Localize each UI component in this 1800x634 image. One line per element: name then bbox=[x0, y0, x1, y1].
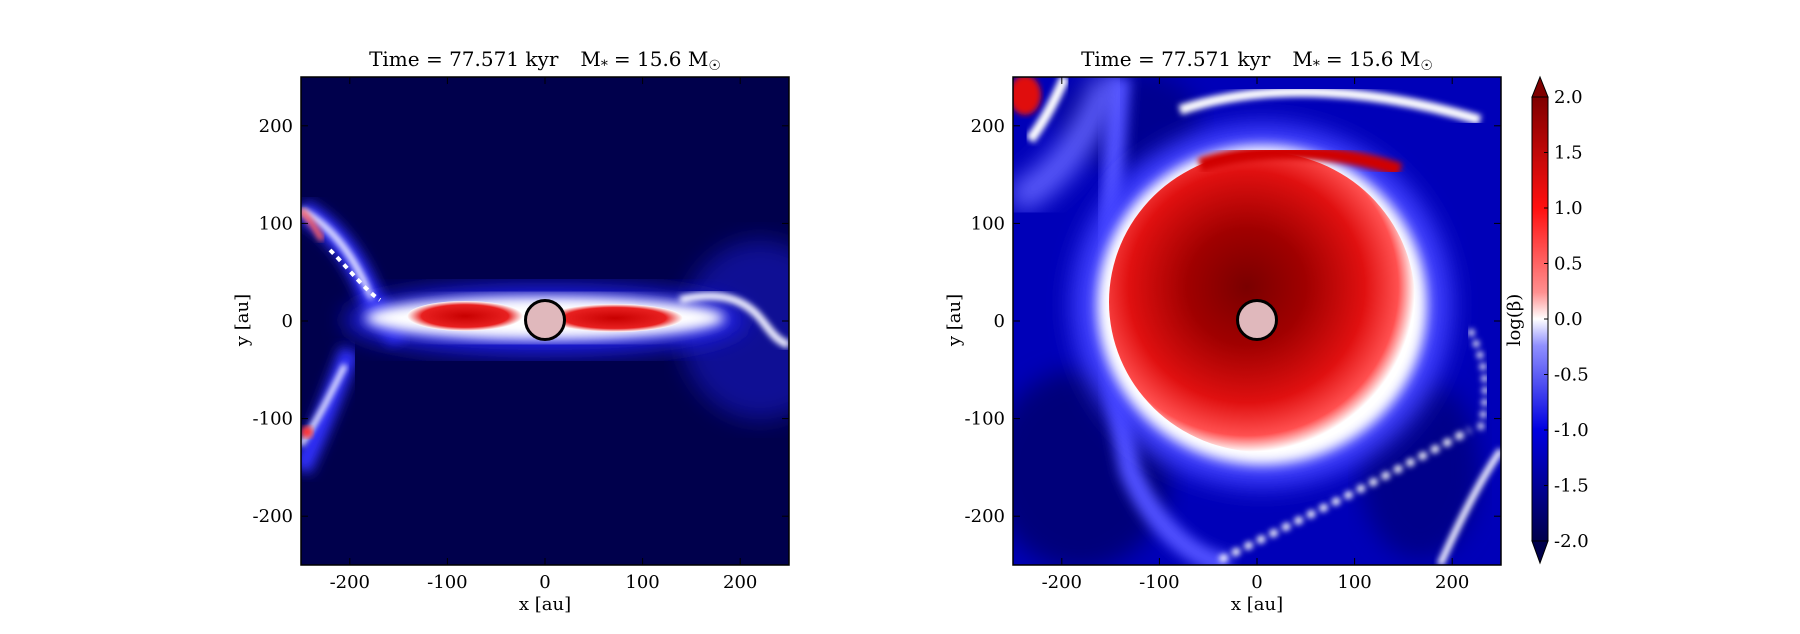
colorbar-tick-label: -1.5 bbox=[1554, 476, 1589, 497]
y-tick-label: 200 bbox=[971, 116, 1005, 137]
colorbar-tick-label: 2.0 bbox=[1554, 87, 1583, 108]
title-mass: M bbox=[580, 47, 600, 71]
title-mass-unit: ☉ bbox=[708, 58, 721, 74]
colorbar-extend-high bbox=[1531, 75, 1549, 98]
x-tick-label: 100 bbox=[625, 572, 659, 593]
sink-particle-marker bbox=[1236, 299, 1278, 341]
y-tick-label: 0 bbox=[282, 311, 293, 332]
title-mass-sub: * bbox=[1313, 58, 1320, 74]
x-tick-label: 0 bbox=[1251, 572, 1262, 593]
y-tick-label: -100 bbox=[965, 409, 1005, 430]
colorbar-tick-label: -2.0 bbox=[1554, 531, 1589, 552]
colorbar-tick-label: 0.0 bbox=[1554, 309, 1583, 330]
x-tick-label: -200 bbox=[1042, 572, 1082, 593]
sink-particle-marker bbox=[524, 299, 566, 341]
y-tick-label: 200 bbox=[259, 116, 293, 137]
panel-title: Time = 77.571 kyr M* = 15.6 M☉ bbox=[369, 47, 721, 74]
colorbar-tick-label: -0.5 bbox=[1554, 365, 1589, 386]
x-axis-label: x [au] bbox=[519, 594, 571, 615]
colorbar-tick-label: 0.5 bbox=[1554, 254, 1583, 275]
title-mass-value: = 15.6 M bbox=[614, 47, 708, 71]
y-tick-label: -200 bbox=[965, 506, 1005, 527]
panel-edge-on: Time = 77.571 kyr M* = 15.6 M☉ bbox=[232, 47, 790, 615]
y-tick-label: 100 bbox=[259, 213, 293, 234]
y-axis-label: y [au] bbox=[232, 294, 253, 347]
colorbar-tick-label: 1.0 bbox=[1554, 198, 1583, 219]
title-mass-sub: * bbox=[601, 58, 608, 74]
x-tick-label: 200 bbox=[723, 572, 757, 593]
y-tick-label: 100 bbox=[971, 213, 1005, 234]
colorbar: 2.0 1.5 1.0 0.5 0.0 -0.5 -1.0 -1.5 -2.0 log(β) bbox=[1504, 75, 1589, 565]
panel-face-on: Time = 77.571 kyr M* = 15.6 M☉ bbox=[944, 47, 1502, 615]
axis-ticks: -200 -100 0 100 200 -200 -100 0 100 200 bbox=[253, 77, 789, 593]
x-tick-label: -200 bbox=[330, 572, 370, 593]
x-axis-label: x [au] bbox=[1231, 594, 1283, 615]
x-tick-label: -100 bbox=[1139, 572, 1179, 593]
colorbar-tick-label: 1.5 bbox=[1554, 143, 1583, 164]
colorbar-ticks: 2.0 1.5 1.0 0.5 0.0 -0.5 -1.0 -1.5 -2.0 bbox=[1544, 87, 1589, 552]
title-mass-unit: ☉ bbox=[1420, 58, 1433, 74]
colorbar-label: log(β) bbox=[1504, 294, 1525, 347]
colorbar-tick-label: -1.0 bbox=[1554, 420, 1589, 441]
x-tick-label: -100 bbox=[427, 572, 467, 593]
y-tick-label: -100 bbox=[253, 409, 293, 430]
panel-title: Time = 77.571 kyr M* = 15.6 M☉ bbox=[1081, 47, 1433, 74]
y-axis-label: y [au] bbox=[944, 294, 965, 347]
x-tick-label: 200 bbox=[1435, 572, 1469, 593]
title-mass-value: = 15.6 M bbox=[1326, 47, 1420, 71]
x-tick-label: 0 bbox=[539, 572, 550, 593]
title-time: Time = 77.571 kyr bbox=[1081, 47, 1271, 71]
x-tick-label: 100 bbox=[1337, 572, 1371, 593]
y-tick-label: -200 bbox=[253, 506, 293, 527]
colorbar-extend-low bbox=[1531, 540, 1549, 565]
y-tick-label: 0 bbox=[994, 311, 1005, 332]
axis-ticks: -200 -100 0 100 200 -200 -100 0 100 200 bbox=[965, 77, 1501, 593]
title-time: Time = 77.571 kyr bbox=[369, 47, 559, 71]
heatmap-image bbox=[301, 77, 789, 565]
title-mass: M bbox=[1292, 47, 1312, 71]
